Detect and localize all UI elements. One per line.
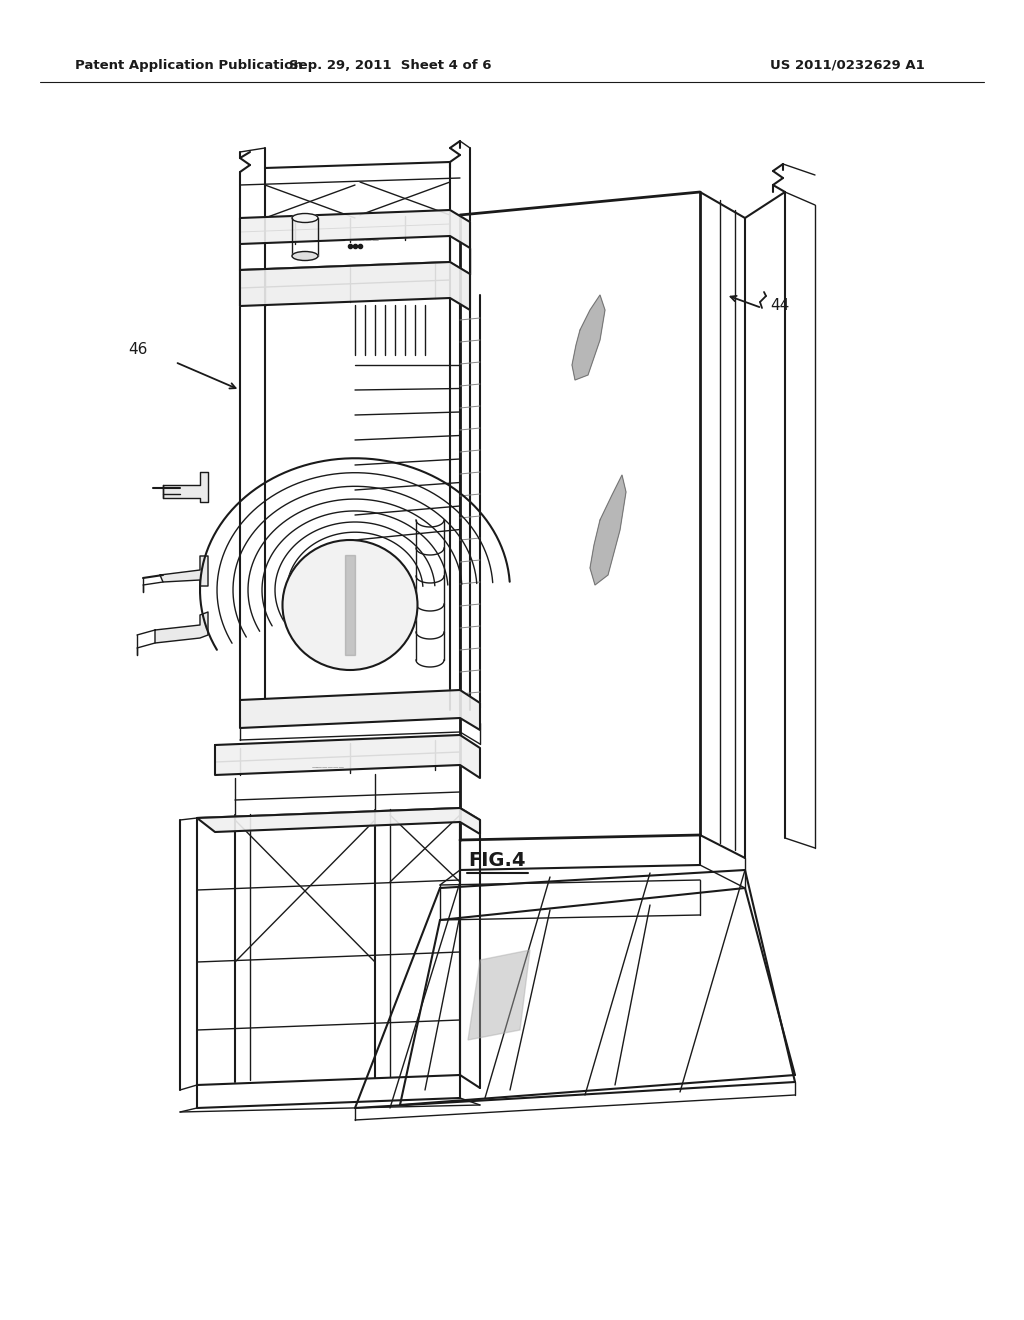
Text: 46: 46: [129, 342, 148, 358]
Ellipse shape: [292, 214, 318, 223]
Polygon shape: [160, 556, 208, 586]
Polygon shape: [155, 612, 208, 643]
Polygon shape: [345, 554, 355, 655]
Text: Sep. 29, 2011  Sheet 4 of 6: Sep. 29, 2011 Sheet 4 of 6: [289, 58, 492, 71]
Ellipse shape: [292, 252, 318, 260]
Polygon shape: [590, 475, 626, 585]
Text: —————: —————: [345, 238, 380, 243]
Polygon shape: [240, 261, 470, 310]
Polygon shape: [215, 735, 480, 777]
Polygon shape: [240, 210, 470, 248]
Polygon shape: [163, 473, 208, 502]
Text: US 2011/0232629 A1: US 2011/0232629 A1: [770, 58, 925, 71]
Polygon shape: [468, 950, 530, 1040]
Text: FIG.4: FIG.4: [468, 850, 525, 870]
Text: Patent Application Publication: Patent Application Publication: [75, 58, 303, 71]
Polygon shape: [572, 294, 605, 380]
Text: ——————: ——————: [312, 766, 345, 771]
Polygon shape: [240, 690, 480, 730]
Text: 44: 44: [770, 297, 790, 313]
Ellipse shape: [283, 540, 418, 671]
Polygon shape: [197, 808, 480, 834]
